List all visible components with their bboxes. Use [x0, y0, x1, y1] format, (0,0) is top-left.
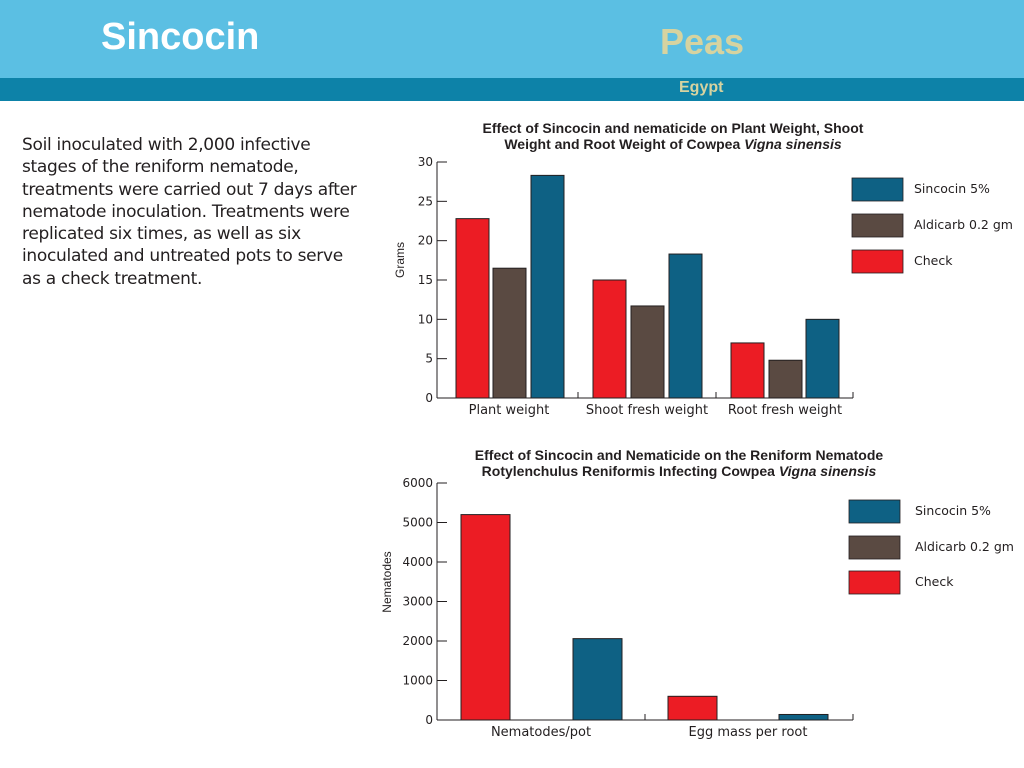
chart1-bar-plant-weight-sincocin-5	[530, 174, 565, 399]
chart1-legend-label-check: Check	[914, 253, 953, 268]
chart2-bar-egg-mass-per-root-sincocin-5	[778, 713, 829, 721]
chart2-category-label-egg-mass-per-root: Egg mass per root	[689, 725, 808, 740]
chart1-legend-label-sincocin-5: Sincocin 5%	[914, 181, 990, 196]
top-banner	[0, 0, 1024, 78]
chart1-legend-swatch-sincocin-5	[851, 177, 904, 202]
chart1-y-axis-title: Grams	[393, 242, 407, 278]
chart1-y-tick-label-10: 10	[418, 312, 433, 326]
chart1-bar-root-fresh-weight-check	[730, 342, 765, 399]
chart1-y-tick-label-20: 20	[418, 234, 433, 248]
chart2-y-axis-title: Nematodes	[380, 551, 394, 612]
chart1-title-line2: Weight and Root Weight of Cowpea Vigna s…	[504, 136, 842, 152]
chart2-title-species: Vigna sinensis	[779, 463, 877, 479]
chart2-y-tick-label-1000: 1000	[402, 674, 433, 688]
chart1-bar-root-fresh-weight-sincocin-5	[805, 318, 840, 399]
chart2-title-line2: Rotylenchulus Reniformis Infecting Cowpe…	[482, 463, 877, 479]
crop-title: Peas	[660, 21, 745, 62]
chart1-bar-plant-weight-aldicarb-0-2-gm	[492, 267, 527, 399]
chart1-category-label-shoot-fresh-weight: Shoot fresh weight	[586, 403, 708, 418]
chart1-y-tick-label-15: 15	[418, 273, 433, 287]
chart2-category-label-nematodes-pot: Nematodes/pot	[491, 725, 591, 740]
chart2-legend-swatch-aldicarb-0-2-gm	[848, 535, 901, 560]
country-label: Egypt	[679, 79, 724, 96]
chart1-bar-root-fresh-weight-aldicarb-0-2-gm	[768, 359, 803, 399]
chart1-legend-label-aldicarb-0-2-gm: Aldicarb 0.2 gm	[914, 217, 1013, 232]
chart1-title-line2-text: Weight and Root Weight of Cowpea	[504, 136, 744, 152]
chart2-legend-label-aldicarb-0-2-gm: Aldicarb 0.2 gm	[915, 539, 1014, 554]
chart2-y-tick-label-5000: 5000	[402, 516, 433, 530]
chart2-legend-label-sincocin-5: Sincocin 5%	[915, 503, 991, 518]
chart2-bar-nematodes-pot-check	[460, 514, 511, 721]
chart2-legend-swatch-sincocin-5	[848, 499, 901, 524]
chart1-y-tick-label-30: 30	[418, 155, 433, 169]
chart1-y-tick-label-5: 5	[425, 352, 433, 366]
chart2-y-tick-label-3000: 3000	[402, 595, 433, 609]
chart2-bar-nematodes-pot-sincocin-5	[572, 638, 623, 721]
chart1-bar-shoot-fresh-weight-sincocin-5	[668, 253, 703, 399]
chart1-bar-shoot-fresh-weight-aldicarb-0-2-gm	[630, 305, 665, 399]
chart2-bar-egg-mass-per-root-check	[667, 695, 718, 721]
chart2-y-tick-label-4000: 4000	[402, 555, 433, 569]
chart2-title-line1: Effect of Sincocin and Nematicide on the…	[475, 447, 884, 463]
chart2-y-tick-label-6000: 6000	[402, 476, 433, 490]
chart2-y-tick-label-0: 0	[425, 713, 433, 727]
chart1-title-species: Vigna sinensis	[744, 136, 842, 152]
chart2-legend-swatch-check	[848, 570, 901, 595]
chart1-legend-swatch-aldicarb-0-2-gm	[851, 213, 904, 238]
chart1-legend-swatch-check	[851, 249, 904, 274]
chart1-y-tick-label-25: 25	[418, 194, 433, 208]
chart1-category-label-root-fresh-weight: Root fresh weight	[728, 403, 842, 418]
brand-title: Sincocin	[101, 16, 260, 58]
chart2-title-line2-text: Rotylenchulus Reniformis Infecting Cowpe…	[482, 463, 779, 479]
chart1-bar-plant-weight-check	[455, 218, 490, 399]
chart1-bar-shoot-fresh-weight-check	[592, 279, 627, 399]
sub-banner	[0, 78, 1024, 101]
trial-description: Soil inoculated with 2,000 infective sta…	[22, 135, 357, 289]
chart1-title-line1: Effect of Sincocin and nematicide on Pla…	[483, 120, 864, 136]
chart1-y-tick-label-0: 0	[425, 391, 433, 405]
chart1-category-label-plant-weight: Plant weight	[469, 403, 550, 418]
chart2-legend-label-check: Check	[915, 574, 954, 589]
chart2-y-tick-label-2000: 2000	[402, 634, 433, 648]
